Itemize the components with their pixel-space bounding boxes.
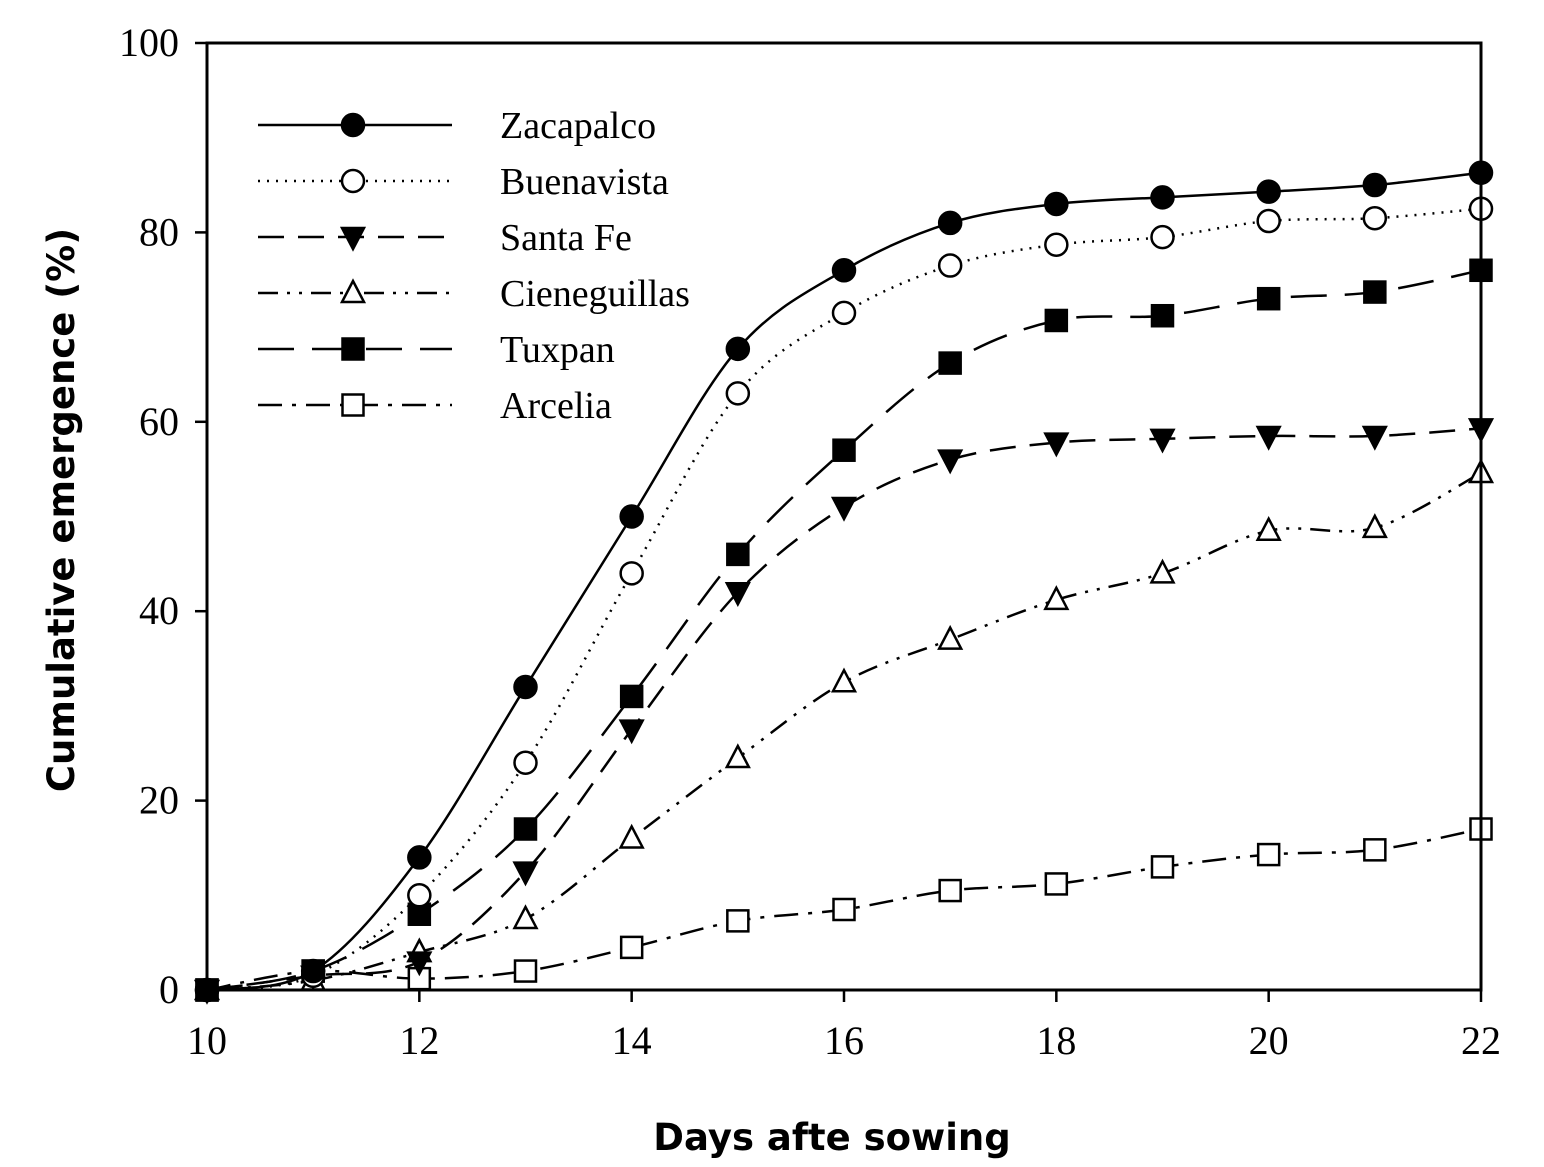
legend-label: Buenavista: [500, 161, 669, 203]
legend-marker: [339, 226, 367, 252]
data-point-arcelia: [832, 897, 856, 922]
data-point-cieneguillas: [1255, 516, 1282, 541]
data-point-buenavista: [1150, 224, 1175, 250]
y-axis-title: Cumulative emergence (%): [40, 228, 83, 792]
data-point-tuxpan: [513, 817, 538, 841]
legend-item-cieneguillas: Cieneguillas: [258, 273, 690, 315]
y-tick-label: 80: [139, 209, 179, 254]
data-point-arcelia: [1256, 842, 1281, 867]
data-point-arcelia: [513, 959, 538, 983]
data-point-santa-fe: [512, 861, 539, 887]
legend-marker: [341, 393, 365, 417]
data-point-buenavista: [1044, 232, 1069, 257]
legend-item-arcelia: Arcelia: [258, 385, 612, 427]
data-point-santa-fe: [1043, 432, 1070, 458]
x-tick-label: 12: [399, 1018, 439, 1063]
y-tick-label: 0: [159, 967, 179, 1012]
data-point-buenavista: [937, 253, 963, 278]
y-tick-label: 20: [139, 778, 179, 823]
data-point-santa-fe: [1149, 428, 1176, 454]
data-point-santa-fe: [830, 496, 858, 522]
y-tick-label: 40: [139, 588, 179, 633]
series-santa-fe: [193, 418, 1495, 1005]
data-point-buenavista: [725, 381, 751, 406]
legend-label: Santa Fe: [500, 217, 632, 259]
data-point-zacapalco: [831, 258, 857, 283]
legend-label: Zacapalco: [500, 105, 656, 147]
data-point-arcelia: [938, 878, 962, 903]
data-point-buenavista: [407, 883, 432, 908]
data-point-santa-fe: [618, 719, 645, 745]
x-axis-title: Days afte sowing: [653, 1116, 1010, 1159]
data-point-arcelia: [726, 909, 750, 933]
legend-marker: [339, 278, 367, 304]
data-point-arcelia: [1044, 872, 1069, 896]
legend-marker: [340, 168, 366, 194]
data-point-tuxpan: [1044, 308, 1069, 333]
x-tick-label: 18: [1036, 1018, 1076, 1063]
tick-layer: 10 12 14 16 18 20 22 0 20 40 60 80 100: [119, 20, 1501, 1063]
series-zacapalco: [194, 160, 1494, 1003]
data-point-zacapalco: [619, 504, 644, 529]
data-point-tuxpan: [726, 542, 750, 567]
data-point-cieneguillas: [830, 667, 858, 693]
data-point-zacapalco: [300, 958, 326, 984]
legend-item-santa-fe: Santa Fe: [258, 217, 632, 259]
y-tick-label: 60: [139, 399, 179, 444]
legend: Zacapalco Buenavista Santa Fe Cieneguillas T…: [258, 105, 690, 427]
x-tick-label: 10: [187, 1018, 227, 1063]
data-point-buenavista: [1362, 205, 1388, 231]
x-tick-label: 16: [824, 1018, 864, 1063]
data-point-zacapalco: [407, 845, 432, 870]
data-point-zacapalco: [1256, 179, 1281, 204]
data-point-zacapalco: [513, 674, 538, 700]
data-point-santa-fe: [724, 582, 751, 607]
data-point-cieneguillas: [1149, 558, 1176, 584]
data-point-cieneguillas: [512, 904, 539, 930]
data-point-buenavista: [513, 750, 538, 775]
data-point-tuxpan: [832, 438, 856, 462]
legend-label: Cieneguillas: [500, 273, 690, 315]
data-point-tuxpan: [938, 351, 962, 375]
x-tick-label: 20: [1249, 1018, 1289, 1063]
x-tick-label: 22: [1461, 1018, 1501, 1063]
y-tick-label: 100: [119, 20, 179, 65]
data-point-tuxpan: [1150, 303, 1175, 328]
data-point-cieneguillas: [1361, 513, 1388, 539]
data-point-zacapalco: [1150, 185, 1175, 210]
data-point-santa-fe: [1255, 425, 1282, 451]
x-tick-label: 14: [612, 1018, 652, 1063]
data-point-cieneguillas: [618, 823, 645, 849]
legend-label: Arcelia: [500, 385, 612, 427]
data-point-cieneguillas: [937, 624, 964, 650]
data-point-zacapalco: [1362, 172, 1388, 198]
data-point-tuxpan: [1256, 286, 1281, 311]
legend-label: Tuxpan: [500, 329, 615, 371]
data-point-santa-fe: [937, 449, 964, 475]
legend-item-zacapalco: Zacapalco: [258, 105, 656, 147]
legend-marker: [341, 337, 365, 361]
data-point-cieneguillas: [1043, 585, 1070, 611]
legend-item-tuxpan: Tuxpan: [258, 329, 615, 371]
data-point-tuxpan: [619, 684, 644, 709]
data-point-zacapalco: [937, 210, 963, 236]
data-point-buenavista: [831, 300, 857, 326]
data-point-buenavista: [1256, 208, 1281, 234]
series-layer: [193, 160, 1495, 1005]
legend-item-buenavista: Buenavista: [258, 161, 669, 203]
data-point-arcelia: [619, 935, 644, 960]
legend-marker: [340, 112, 366, 138]
data-point-zacapalco: [725, 336, 751, 362]
data-point-santa-fe: [406, 951, 433, 977]
data-point-cieneguillas: [724, 743, 751, 769]
data-point-arcelia: [1150, 855, 1175, 879]
data-point-arcelia: [1363, 838, 1387, 862]
data-point-tuxpan: [1363, 280, 1387, 304]
data-point-zacapalco: [1044, 191, 1069, 217]
data-point-santa-fe: [1361, 425, 1388, 451]
data-point-buenavista: [619, 561, 644, 586]
